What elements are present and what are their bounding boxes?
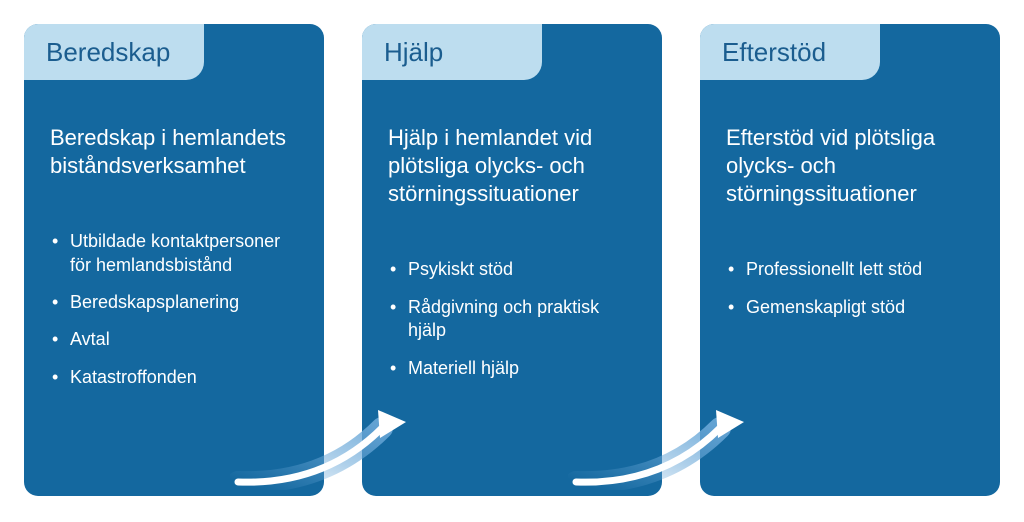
bullet-list: Professionellt lett stöd Gemenskapligt s… xyxy=(726,258,978,319)
tab-label: Efterstöd xyxy=(722,37,826,68)
list-item: Rådgivning och praktisk hjälp xyxy=(388,296,640,343)
card-efterstod: Efterstöd Efterstöd vid plötsliga olycks… xyxy=(700,24,1000,496)
infographic-stage: Beredskap Beredskap i hemlandets bistånd… xyxy=(0,0,1024,522)
list-item: Avtal xyxy=(50,328,302,351)
card-hjalp: Hjälp Hjälp i hemlandet vid plötsliga ol… xyxy=(362,24,662,496)
list-item: Katastroffonden xyxy=(50,366,302,389)
list-item: Beredskapsplanering xyxy=(50,291,302,314)
card-content: Hjälp i hemlandet vid plötsliga olycks- … xyxy=(388,124,640,394)
bullet-list: Psykiskt stöd Rådgivning och praktisk hj… xyxy=(388,258,640,380)
list-item: Utbildade kontakt­personer för hemlandsb… xyxy=(50,230,302,277)
card-subtitle: Beredskap i hemlandets bistånds­verksamh… xyxy=(50,124,302,180)
card-subtitle: Hjälp i hemlandet vid plötsliga olycks- … xyxy=(388,124,640,208)
card-subtitle: Efterstöd vid plötsliga olycks- och stör… xyxy=(726,124,978,208)
tab-label: Beredskap xyxy=(46,37,170,68)
card-content: Beredskap i hemlandets bistånds­verksamh… xyxy=(50,124,302,403)
list-item: Materiell hjälp xyxy=(388,357,640,380)
card-tab: Beredskap xyxy=(24,24,204,80)
card-content: Efterstöd vid plötsliga olycks- och stör… xyxy=(726,124,978,333)
card-tab: Efterstöd xyxy=(700,24,880,80)
list-item: Professionellt lett stöd xyxy=(726,258,978,281)
card-beredskap: Beredskap Beredskap i hemlandets bistånd… xyxy=(24,24,324,496)
card-tab: Hjälp xyxy=(362,24,542,80)
list-item: Psykiskt stöd xyxy=(388,258,640,281)
list-item: Gemenskapligt stöd xyxy=(726,296,978,319)
tab-label: Hjälp xyxy=(384,37,443,68)
bullet-list: Utbildade kontakt­personer för hemlandsb… xyxy=(50,230,302,389)
